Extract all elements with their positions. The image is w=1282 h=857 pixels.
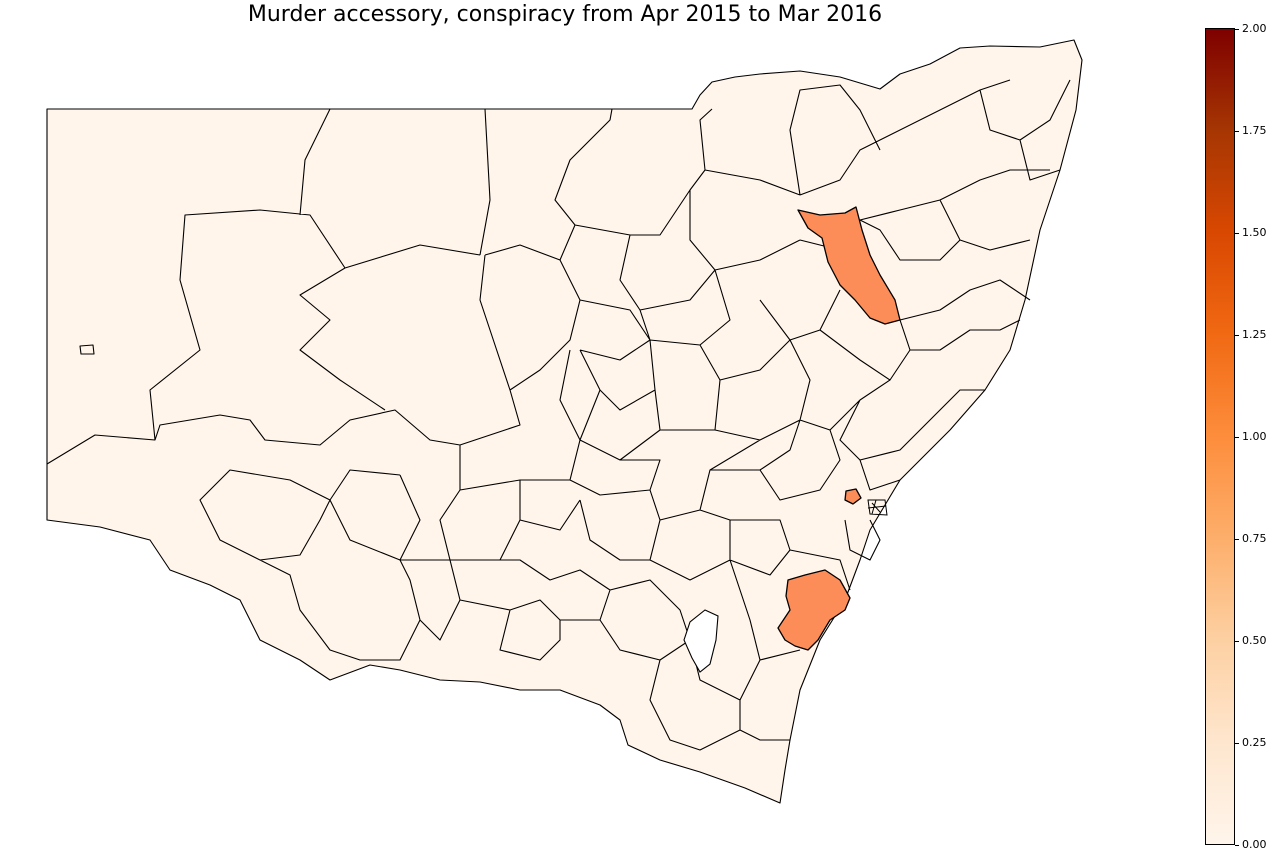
colorbar-tick: 1.50 — [1235, 226, 1267, 239]
sydney-west-lga — [844, 488, 862, 505]
no-data-area — [683, 609, 719, 673]
colorbar-tick: 1.00 — [1235, 430, 1267, 443]
lga-outlier-west — [79, 344, 95, 355]
colorbar — [1205, 28, 1235, 845]
metro-cluster — [867, 499, 888, 516]
colorbar-tick: 0.00 — [1235, 838, 1267, 851]
colorbar-tick: 1.75 — [1235, 124, 1267, 137]
lga-boundaries — [46, 79, 1071, 751]
colorbar-tick: 0.50 — [1235, 634, 1267, 647]
colorbar-tick: 0.25 — [1235, 736, 1267, 749]
south-coast-lga — [777, 569, 851, 651]
choropleth-map — [46, 39, 1083, 804]
northern-inland-lga — [797, 206, 901, 325]
state-outline — [46, 39, 1083, 804]
chart-title: Murder accessory, conspiracy from Apr 20… — [247, 2, 883, 27]
colorbar-tick: 1.25 — [1235, 328, 1267, 341]
colorbar-tick: 0.75 — [1235, 532, 1267, 545]
colorbar-tick: 2.00 — [1235, 22, 1267, 35]
